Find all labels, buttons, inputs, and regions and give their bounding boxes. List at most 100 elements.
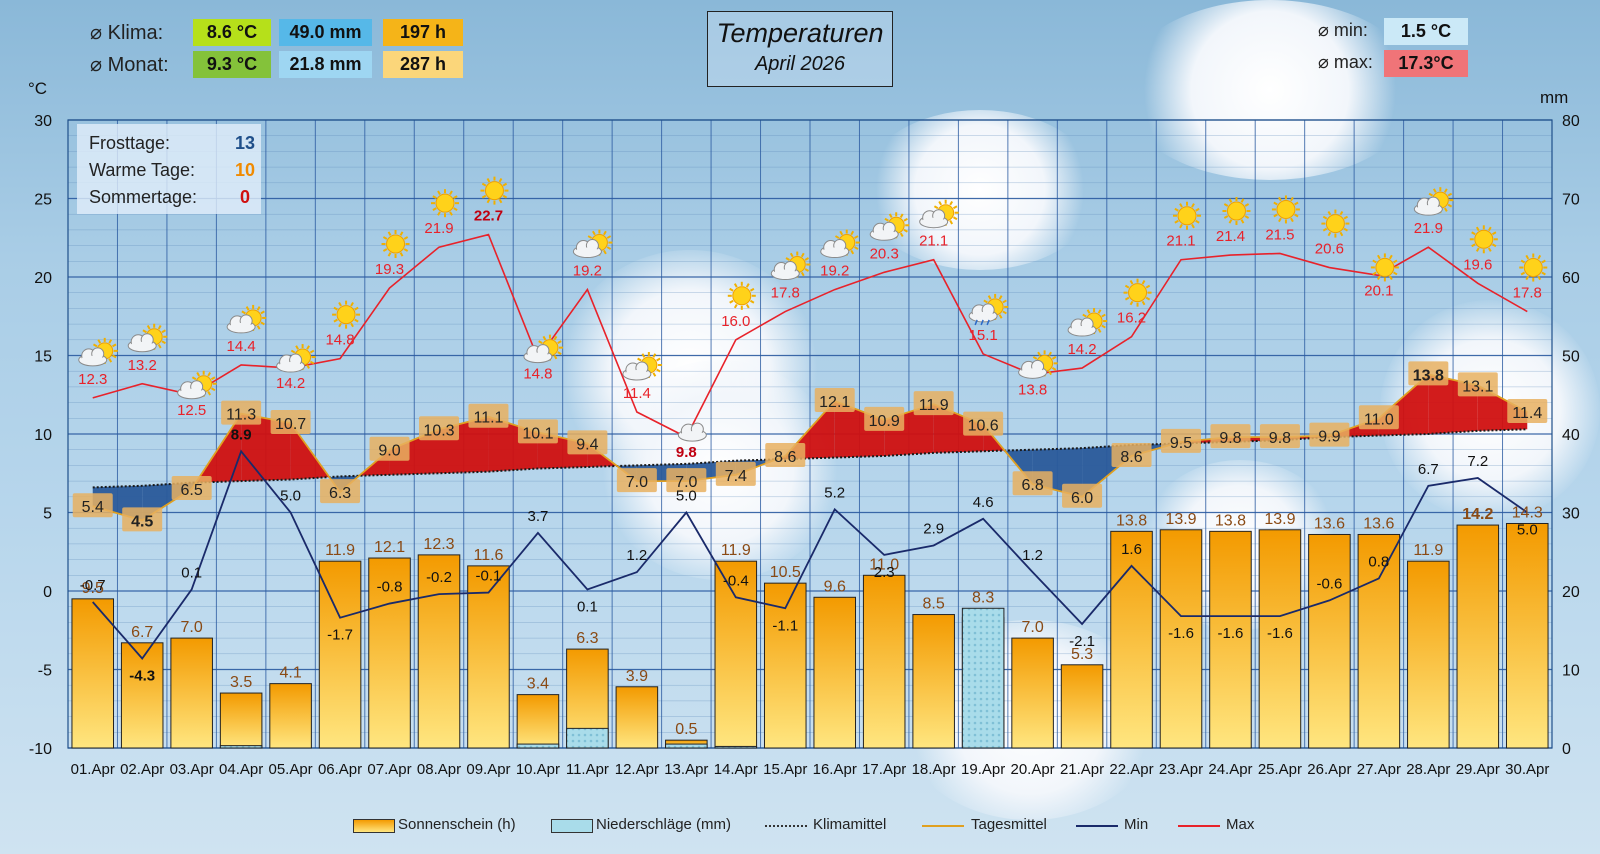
sun-ray — [998, 295, 1003, 300]
chart-grid — [67, 119, 1553, 749]
min-label: 1.2 — [1022, 547, 1043, 564]
cloud-shape — [278, 362, 303, 371]
mean-label: 8.6 — [1120, 449, 1142, 466]
min-label: -1.6 — [1218, 625, 1244, 642]
cloud-shape — [229, 322, 254, 331]
sun-ray — [1240, 219, 1245, 224]
sun-ray — [1195, 219, 1200, 224]
sun-ray — [949, 200, 954, 206]
mean-label-box — [221, 400, 262, 425]
min-label: -0.7 — [80, 577, 106, 594]
mean-label: 6.8 — [1021, 477, 1043, 494]
x-tick-label: 07.Apr — [367, 761, 411, 778]
mean-label: 5.4 — [82, 499, 104, 516]
sun-ray — [142, 329, 147, 334]
sunshine-label: 6.7 — [131, 624, 153, 641]
sun-ray — [1428, 192, 1434, 197]
max-label: 14.8 — [325, 332, 354, 349]
sun-icon — [1271, 195, 1300, 224]
sun-ray — [387, 231, 392, 236]
min-label: -1.7 — [327, 627, 353, 644]
sunshine-label: 8.5 — [923, 596, 945, 613]
x-tick-label: 30.Apr — [1505, 761, 1549, 778]
sun-ray — [952, 216, 958, 221]
x-tick-label: 09.Apr — [466, 761, 510, 778]
sun-ray — [1322, 215, 1328, 220]
sun-ray — [1145, 284, 1151, 289]
sunshine-bar — [1308, 533, 1351, 749]
sunshine-bar — [1258, 529, 1302, 749]
cloud-shape — [680, 431, 705, 440]
sun-icon — [1519, 253, 1548, 282]
cloud-icon — [919, 209, 949, 229]
sun-ray — [453, 207, 458, 212]
sun-ray — [606, 246, 612, 250]
mean-label-box — [765, 442, 806, 467]
sun-ray — [1048, 370, 1052, 376]
chart-title: Temperaturen — [716, 18, 884, 48]
min-label: 5.2 — [824, 484, 845, 501]
sunshine-label: 5.3 — [1071, 646, 1093, 663]
mean-label: 13.1 — [1462, 378, 1493, 395]
y2-tick-label: 0 — [1562, 741, 1571, 758]
mean-label: 10.1 — [522, 425, 553, 442]
cloud-icon — [820, 239, 850, 259]
above-climate-fill — [389, 429, 439, 475]
monat-temp-badge: 9.3 °C — [193, 51, 271, 78]
sunshine-bar — [120, 642, 164, 749]
cloud-icon — [226, 314, 256, 334]
sunshine-label: 12.1 — [374, 539, 405, 556]
min-label: -1.6 — [1267, 625, 1293, 642]
sunshine-bar — [318, 560, 362, 749]
y-tick-label: 15 — [34, 349, 52, 366]
sun-ray — [587, 235, 593, 239]
max-label: 21.9 — [1414, 220, 1443, 237]
mean-label-box — [122, 507, 163, 532]
sun-ray — [1101, 324, 1106, 329]
sun-ray — [1290, 196, 1294, 202]
sun-ray — [1032, 355, 1038, 360]
max-label: 12.5 — [177, 402, 206, 419]
sun-ray — [1191, 223, 1195, 229]
legend-min-swatch — [1076, 825, 1118, 827]
sun-ray — [1447, 203, 1453, 208]
x-tick-label: 29.Apr — [1456, 761, 1500, 778]
sun-ray — [1129, 300, 1134, 306]
cloud-icon — [1067, 317, 1097, 337]
mean-label-box — [517, 419, 558, 444]
max-label: 15.1 — [969, 327, 998, 344]
mean-label-box — [1012, 471, 1053, 496]
sun-ray — [245, 306, 250, 311]
sunshine-bar — [1060, 664, 1104, 749]
x-tick-label: 23.Apr — [1159, 761, 1203, 778]
klima-rain-badge: 49.0 mm — [279, 19, 372, 46]
mean-label: 7.4 — [725, 468, 747, 485]
mean-label-box — [320, 479, 361, 504]
mean-label: 13.8 — [1413, 367, 1444, 384]
sun-ray — [749, 287, 755, 292]
sun-ray — [854, 246, 859, 250]
mean-label: 10.3 — [423, 422, 454, 439]
sun-ray — [387, 252, 392, 257]
max-label: 19.2 — [573, 263, 602, 280]
max-label: 14.2 — [1067, 341, 1096, 358]
sun-ray — [437, 211, 441, 216]
sun-ray — [1487, 226, 1492, 232]
y-tick-label: 5 — [43, 506, 52, 523]
warm-days-label: Warme Tage: — [89, 160, 196, 180]
min-label: 5.0 — [676, 488, 697, 505]
sun-ray — [800, 271, 805, 277]
sun-disc — [386, 234, 406, 254]
sunshine-bar — [71, 598, 115, 749]
sun-ray — [1244, 203, 1250, 207]
sun-ray — [157, 344, 162, 349]
sun-ray — [1541, 259, 1546, 264]
max-label: 22.7 — [474, 208, 503, 225]
sun-ray — [295, 345, 299, 350]
mean-label-box — [913, 391, 954, 416]
sun-ray — [309, 349, 315, 354]
x-tick-label: 13.Apr — [664, 761, 708, 778]
sun-ray — [108, 339, 113, 344]
sun-ray — [1389, 254, 1393, 260]
sun-ray — [502, 182, 508, 187]
